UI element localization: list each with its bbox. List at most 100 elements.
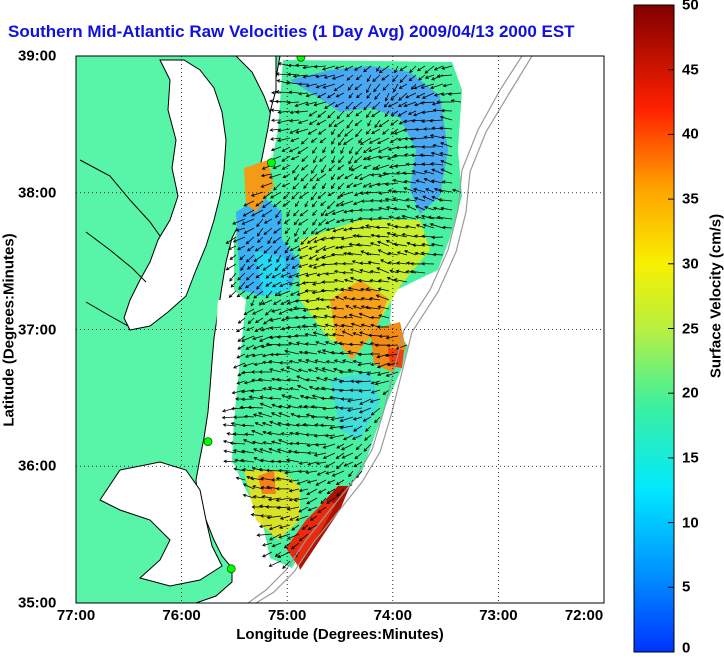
velocity-arrow: [302, 422, 318, 427]
velocity-arrow: [296, 325, 309, 329]
velocity-arrow: [368, 146, 381, 153]
velocity-arrow: [294, 200, 300, 208]
colorbar-tick-label: 30: [682, 255, 699, 273]
velocity-arrow: [430, 242, 444, 247]
velocity-arrow: [330, 416, 345, 421]
velocity-arrow: [348, 226, 363, 231]
grid: [76, 56, 604, 603]
velocity-arrow: [372, 164, 381, 170]
velocity-arrow: [320, 209, 327, 217]
velocity-arrow: [285, 80, 300, 85]
velocity-arrow: [317, 92, 327, 98]
velocity-arrow: [292, 74, 309, 78]
velocity-arrow: [351, 297, 363, 301]
velocity-arrow: [335, 479, 345, 486]
velocity-arrow: [297, 469, 309, 474]
velocity-arrow: [382, 171, 399, 176]
x-tick-label: 74:00: [373, 607, 412, 624]
velocity-arrow: [286, 458, 300, 463]
velocity-arrow: [338, 191, 354, 198]
velocity-arrow: [432, 206, 444, 211]
velocity-arrow: [415, 179, 426, 184]
velocity-arrow: [311, 164, 318, 174]
velocity-arrow: [312, 218, 318, 226]
velocity-arrow: [307, 461, 318, 466]
velocity-arrow: [389, 137, 399, 144]
velocity-arrow: [268, 524, 282, 531]
velocity-arrow: [337, 164, 345, 170]
velocity-arrow: [304, 200, 309, 208]
velocity-arrow: [267, 431, 282, 436]
velocity-arrow: [287, 395, 300, 400]
velocity-arrow: [330, 252, 345, 257]
velocity-arrow: [324, 101, 336, 109]
velocity-arrow: [237, 335, 246, 342]
velocity-arrow: [423, 170, 435, 175]
velocity-arrow: [328, 164, 336, 172]
velocity-arrow: [414, 205, 426, 211]
velocity-arrow: [377, 287, 390, 292]
velocity-arrow: [342, 434, 354, 441]
velocity-arrow: [373, 83, 381, 93]
velocity-arrow: [273, 200, 282, 208]
velocity-arrow: [369, 352, 381, 356]
velocity-arrow: [353, 425, 363, 432]
velocity-arrow: [360, 225, 372, 230]
velocity-arrow: [292, 182, 300, 190]
velocity-arrow: [270, 118, 282, 123]
velocity-arrow: [280, 432, 291, 436]
velocity-arrow: [369, 278, 381, 283]
velocity-arrow: [308, 110, 318, 117]
velocity-arrow: [270, 478, 282, 482]
velocity-arrow: [347, 398, 363, 403]
velocity-arrow: [387, 101, 399, 108]
velocity-arrow: [406, 205, 417, 211]
velocity-arrow: [387, 261, 399, 265]
velocity-arrow: [440, 206, 453, 211]
field-cyan-offshore: [330, 372, 380, 440]
velocity-arrow: [441, 225, 453, 230]
velocity-arrow: [291, 191, 300, 200]
velocity-arrow: [313, 236, 327, 243]
velocity-arrow: [308, 386, 318, 391]
velocity-arrow: [332, 227, 345, 233]
velocity-arrow: [388, 215, 399, 220]
velocity-arrow: [256, 533, 273, 537]
velocity-arrow: [350, 379, 363, 384]
velocity-arrow: [367, 260, 381, 265]
velocity-arrow: [320, 262, 336, 267]
velocity-arrow: [393, 242, 408, 247]
velocity-arrow: [269, 533, 282, 541]
velocity-arrow: [257, 377, 273, 382]
velocity-arrow: [403, 179, 417, 184]
velocity-arrow: [421, 234, 435, 239]
velocity-arrow: [307, 524, 318, 531]
velocity-arrow: [233, 415, 246, 419]
velocity-arrow: [317, 506, 327, 514]
velocity-arrow: [245, 272, 255, 281]
velocity-arrow: [284, 218, 291, 225]
velocity-arrow: [340, 443, 354, 451]
velocity-arrow: [292, 164, 300, 174]
velocity-arrow: [376, 267, 390, 274]
velocity-arrow: [235, 227, 246, 232]
velocity-arrow: [355, 146, 363, 156]
velocity-arrow: [290, 155, 300, 161]
velocity-arrow: [289, 245, 300, 252]
x-axis-label: Longitude (Degrees:Minutes): [236, 626, 444, 643]
velocity-arrow: [409, 137, 426, 141]
velocity-arrow: [305, 92, 318, 98]
velocity-arrow: [289, 118, 300, 123]
velocity-arrow: [415, 224, 426, 229]
velocity-arrow: [325, 470, 336, 475]
velocity-arrow: [263, 218, 273, 224]
velocity-arrow: [272, 236, 282, 244]
velocity-arrow: [298, 191, 309, 199]
velocity-arrow: [383, 101, 390, 108]
velocity-arrow: [305, 358, 318, 364]
velocity-arrow: [267, 236, 273, 245]
velocity-vectors: [221, 62, 462, 570]
velocity-arrow: [331, 209, 345, 215]
velocity-arrow: [315, 340, 327, 346]
